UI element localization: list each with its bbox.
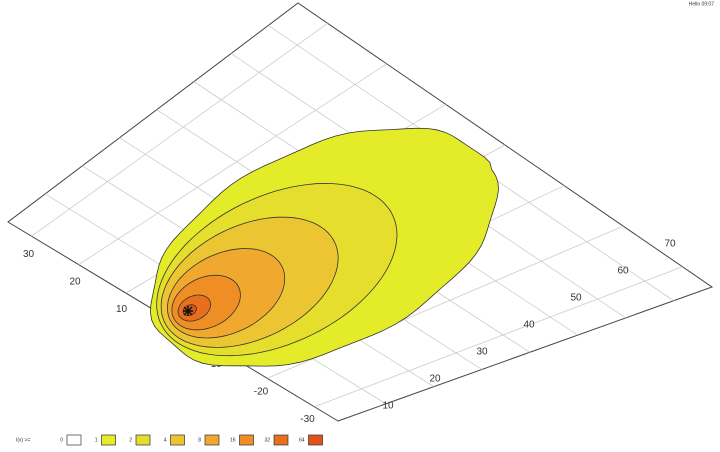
x-tick-label: 30: [476, 347, 488, 358]
y-tick-label: 20: [69, 277, 81, 288]
x-tick-label: 50: [570, 293, 582, 304]
source-marker: [183, 306, 193, 316]
legend-label: 8: [198, 437, 201, 443]
x-tick-label: 70: [664, 239, 676, 250]
legend-label: 0: [60, 437, 63, 443]
legend-swatch: [239, 434, 254, 446]
legend-label: 1: [95, 437, 98, 443]
legend-swatch: [308, 434, 323, 446]
grid-line: [31, 22, 328, 237]
x-tick-label: 60: [617, 266, 629, 277]
legend-swatch: [66, 434, 82, 446]
y-tick-label: 10: [116, 304, 128, 315]
y-tick-label: -30: [300, 414, 315, 425]
legend-swatch: [273, 434, 289, 446]
x-tick-label: 20: [429, 374, 441, 385]
legend-title: I(x) >=: [16, 437, 31, 443]
legend-swatch: [135, 434, 151, 446]
grid-line: [78, 63, 387, 265]
x-tick-label: 40: [523, 320, 535, 331]
y-tick-label: 30: [23, 249, 35, 260]
legend-swatch: [170, 434, 185, 446]
legend-label: 4: [164, 437, 167, 443]
legend-label: 32: [264, 437, 270, 443]
grid-line: [314, 266, 683, 408]
legend-swatch: [204, 434, 220, 446]
legend-label: 16: [230, 437, 236, 443]
legend-swatch: [101, 434, 116, 446]
header-text: Hello 09:07: [689, 1, 715, 7]
x-tick-label: 10: [382, 401, 394, 412]
legend-label: 2: [129, 437, 132, 443]
legend-label: 64: [299, 437, 305, 443]
y-tick-label: -20: [254, 387, 269, 398]
